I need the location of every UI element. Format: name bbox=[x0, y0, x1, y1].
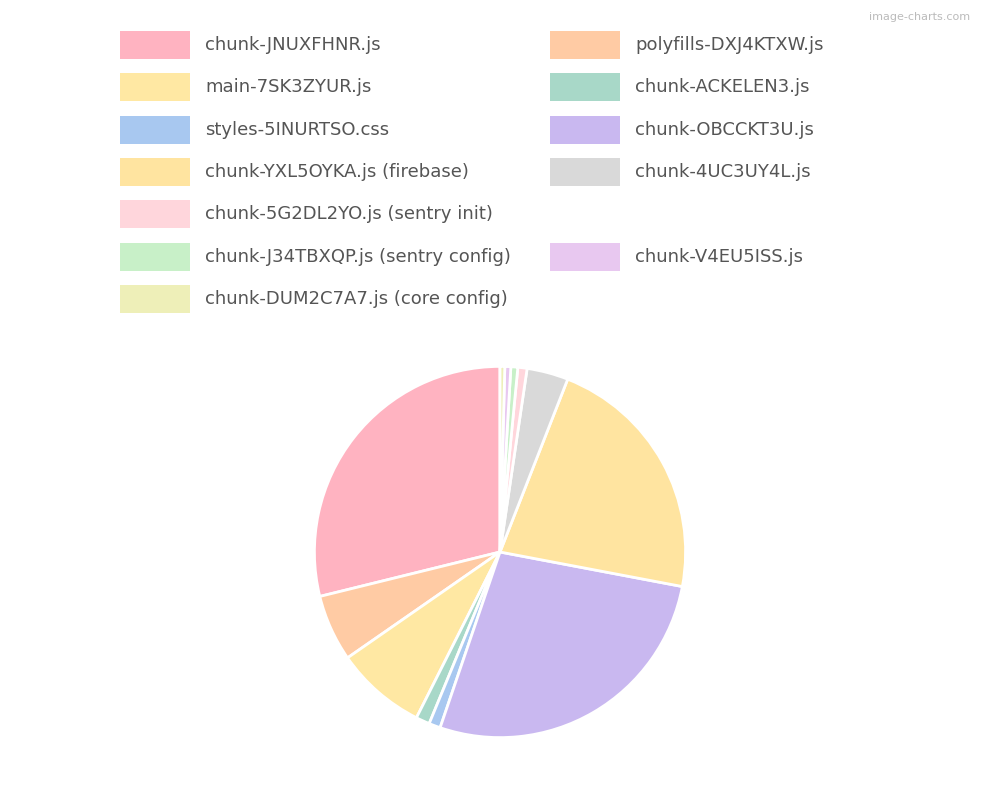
Text: chunk-5G2DL2YO.js (sentry init): chunk-5G2DL2YO.js (sentry init) bbox=[205, 206, 493, 223]
Text: chunk-YXL5OYKA.js (firebase): chunk-YXL5OYKA.js (firebase) bbox=[205, 163, 469, 181]
Text: chunk-OBCCKT3U.js: chunk-OBCCKT3U.js bbox=[635, 121, 814, 138]
Text: image-charts.com: image-charts.com bbox=[869, 12, 970, 22]
Wedge shape bbox=[314, 366, 500, 597]
Wedge shape bbox=[500, 367, 527, 552]
Wedge shape bbox=[500, 368, 568, 552]
Text: chunk-ACKELEN3.js: chunk-ACKELEN3.js bbox=[635, 78, 810, 97]
Wedge shape bbox=[500, 366, 505, 552]
Text: main-7SK3ZYUR.js: main-7SK3ZYUR.js bbox=[205, 78, 371, 97]
Text: chunk-JNUXFHNR.js: chunk-JNUXFHNR.js bbox=[205, 36, 381, 54]
Wedge shape bbox=[416, 552, 500, 723]
Wedge shape bbox=[320, 552, 500, 658]
Wedge shape bbox=[500, 379, 686, 586]
Text: styles-5INURTSO.css: styles-5INURTSO.css bbox=[205, 121, 389, 138]
Wedge shape bbox=[500, 366, 511, 552]
Text: chunk-4UC3UY4L.js: chunk-4UC3UY4L.js bbox=[635, 163, 811, 181]
Wedge shape bbox=[429, 552, 500, 728]
Text: chunk-DUM2C7A7.js (core config): chunk-DUM2C7A7.js (core config) bbox=[205, 290, 508, 308]
Text: polyfills-DXJ4KTXW.js: polyfills-DXJ4KTXW.js bbox=[635, 36, 824, 54]
Text: chunk-J34TBXQP.js (sentry config): chunk-J34TBXQP.js (sentry config) bbox=[205, 247, 511, 266]
Text: chunk-V4EU5ISS.js: chunk-V4EU5ISS.js bbox=[635, 247, 803, 266]
Wedge shape bbox=[440, 552, 682, 738]
Wedge shape bbox=[500, 366, 518, 552]
Wedge shape bbox=[348, 552, 500, 718]
